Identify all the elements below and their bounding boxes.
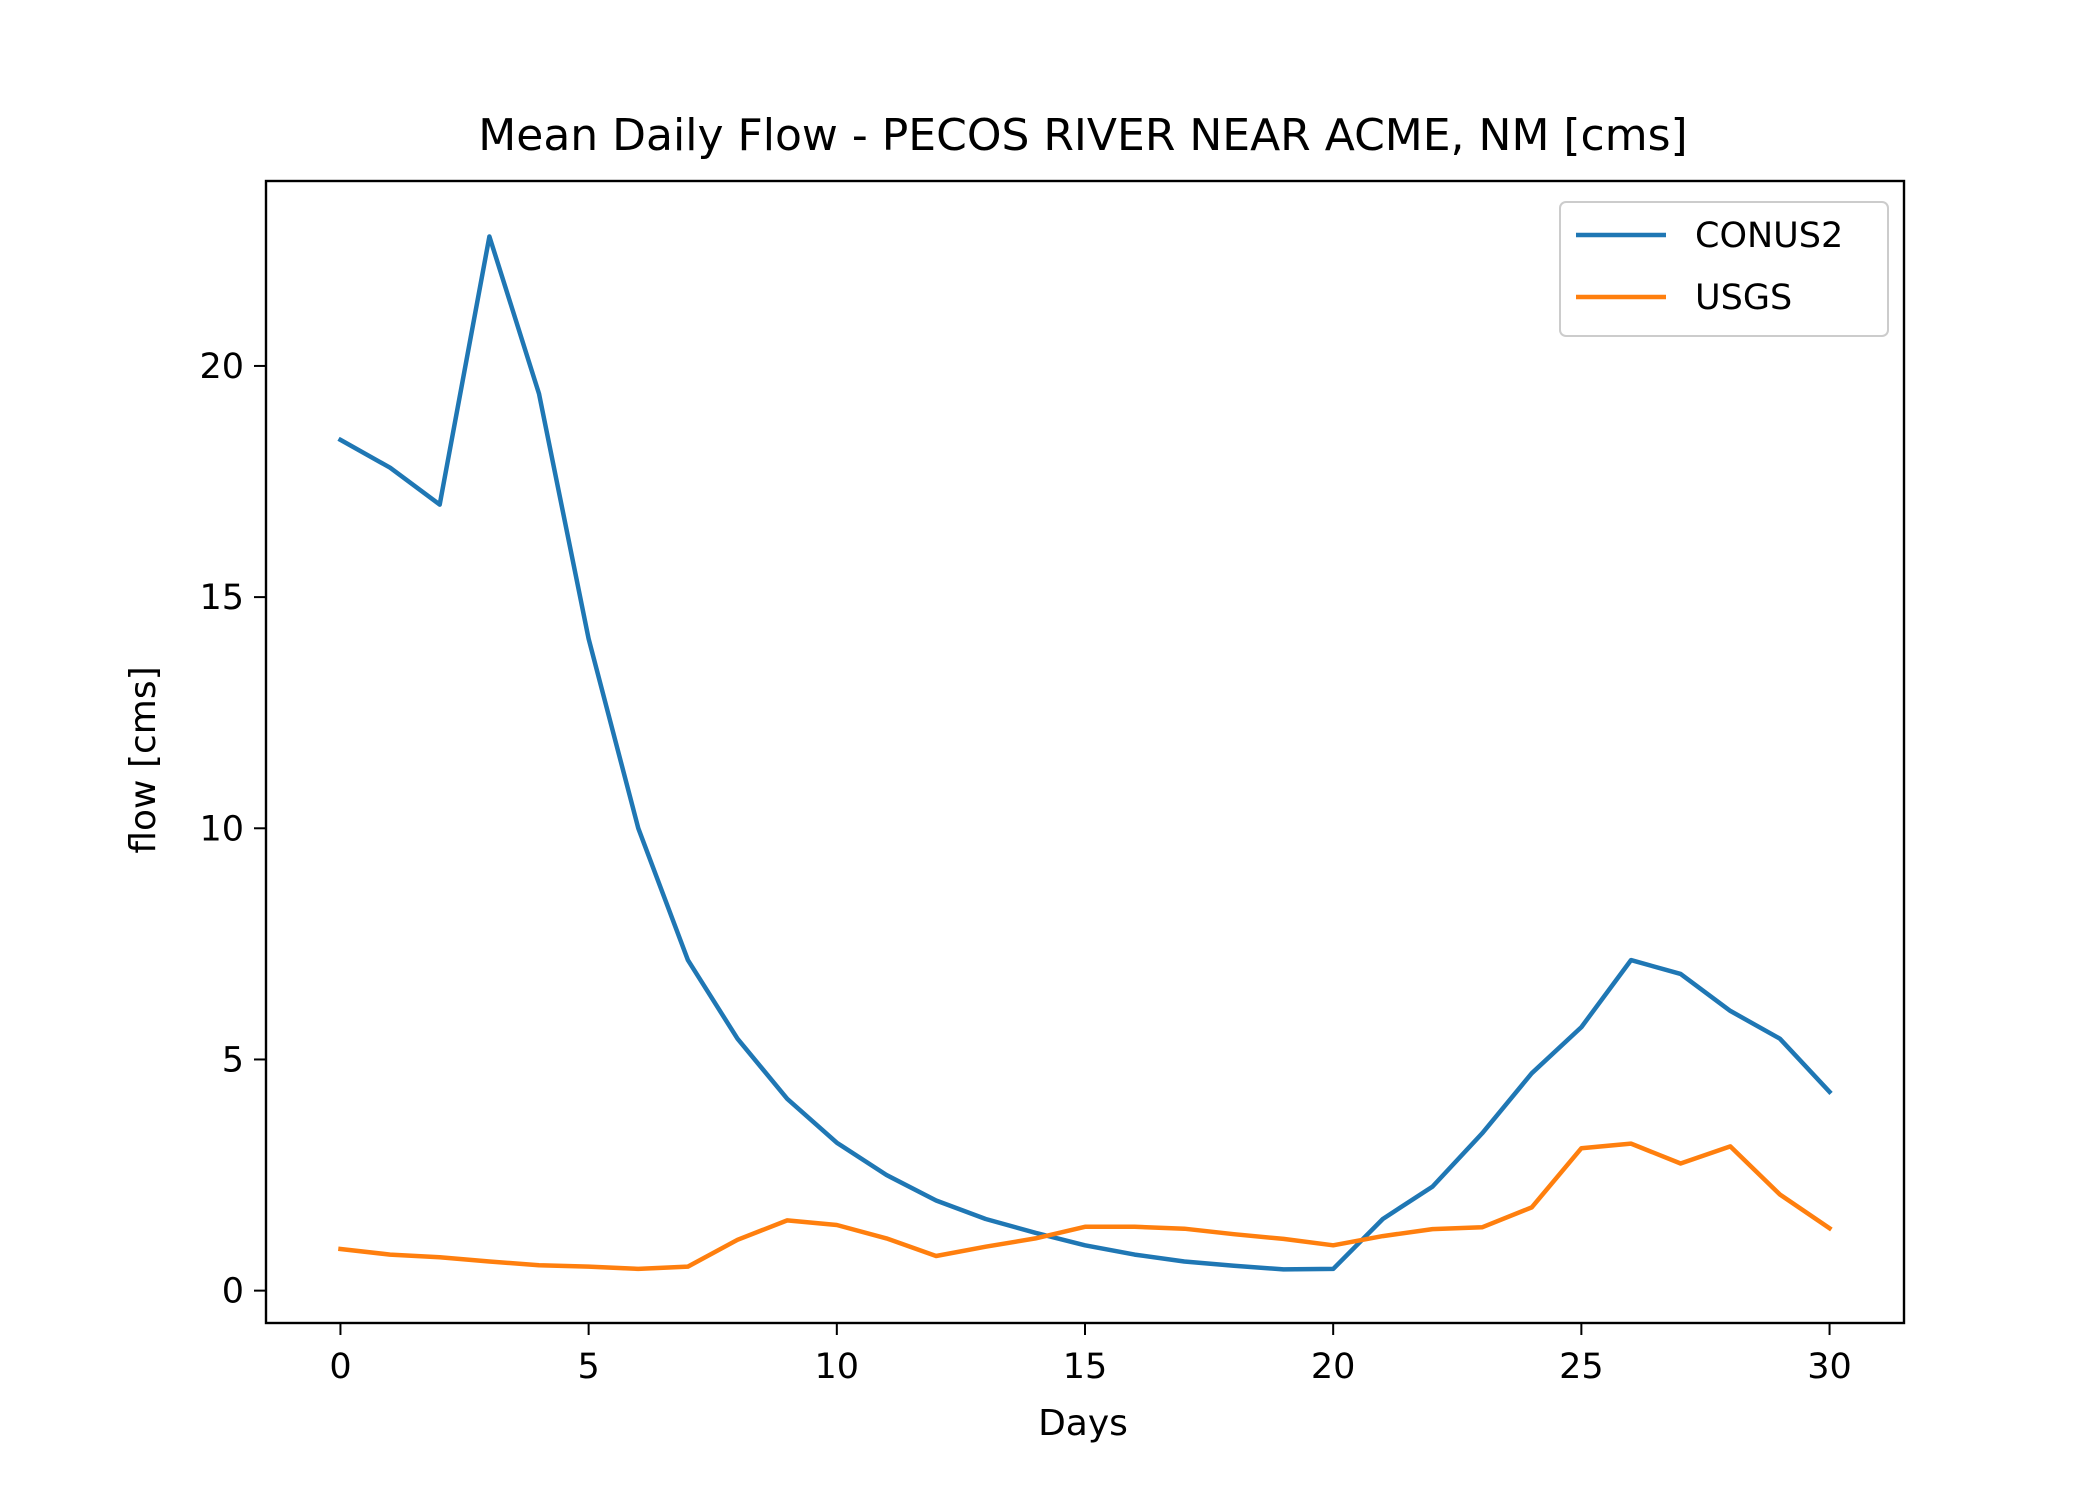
- y-axis: 0 5 10 15 20: [199, 347, 266, 1312]
- chart-title: Mean Daily Flow - PECOS RIVER NEAR ACME,…: [478, 110, 1687, 161]
- x-tick-label: 15: [1063, 1347, 1108, 1387]
- series-line-conus2: [337, 234, 1833, 1272]
- y-tick-label: 20: [199, 347, 244, 387]
- x-tick-label: 5: [577, 1347, 599, 1387]
- x-tick-label: 10: [815, 1347, 860, 1387]
- y-tick-label: 10: [199, 809, 244, 849]
- y-tick-label: 15: [199, 578, 244, 618]
- y-axis-label: flow [cms]: [123, 666, 164, 853]
- series-line-usgs: [338, 1141, 1833, 1272]
- x-tick-label: 30: [1807, 1347, 1852, 1387]
- x-tick-label: 20: [1311, 1347, 1356, 1387]
- legend: CONUS2 USGS: [1559, 201, 1889, 337]
- legend-label-usgs: USGS: [1695, 278, 1792, 318]
- plot-area: [337, 234, 1833, 1272]
- y-tick-label: 5: [222, 1040, 244, 1080]
- y-tick-label: 0: [222, 1272, 244, 1312]
- x-tick-label: 0: [329, 1347, 351, 1387]
- x-axis-label: Days: [1038, 1403, 1128, 1444]
- x-tick-label: 25: [1559, 1347, 1604, 1387]
- x-axis: 0 5 10 15 20 25 30: [329, 1323, 1852, 1387]
- legend-label-conus2: CONUS2: [1695, 216, 1843, 256]
